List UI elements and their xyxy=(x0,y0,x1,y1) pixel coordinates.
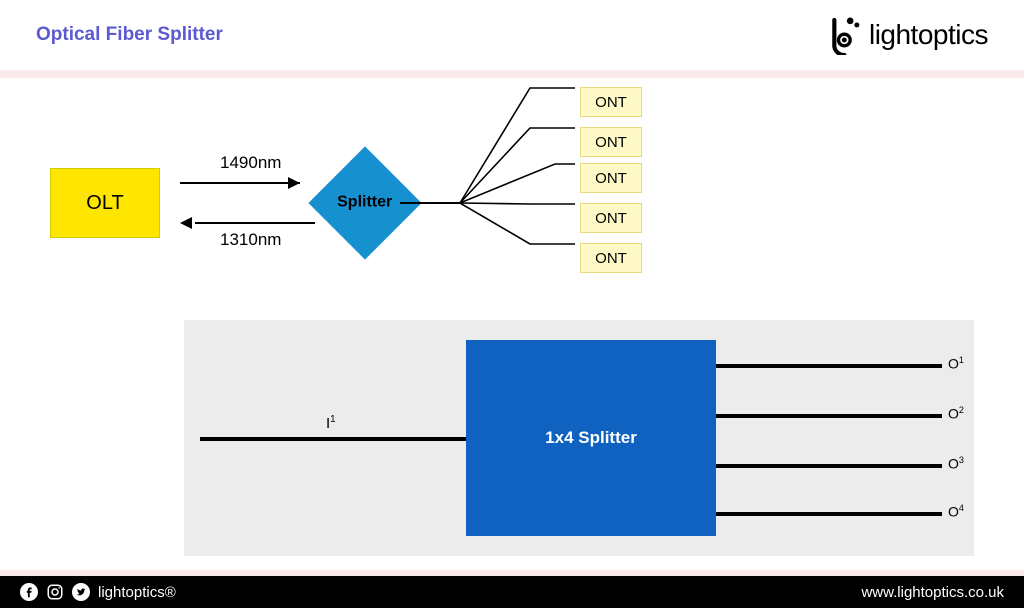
upstream-arrow-icon xyxy=(180,216,315,230)
content-area: OLT 1490nm 1310nm Splitter ONT ONT ONT ONT O… xyxy=(0,78,1024,568)
downstream-arrow-icon xyxy=(180,176,315,190)
pon-splitter-diagram: OLT 1490nm 1310nm Splitter ONTONTONTONTO… xyxy=(40,98,680,308)
input-port-label: I1 xyxy=(326,414,336,432)
facebook-icon[interactable] xyxy=(20,583,38,601)
ont-node: ONT xyxy=(580,243,642,273)
splitter-node-label: Splitter xyxy=(337,194,392,212)
output-port-label: O3 xyxy=(948,455,964,472)
downstream-wavelength-label: 1490nm xyxy=(220,153,281,173)
output-fiber-line xyxy=(716,464,942,468)
header-divider xyxy=(0,70,1024,78)
brand-logo: lightoptics xyxy=(829,15,988,55)
footer-url[interactable]: www.lightoptics.co.uk xyxy=(861,584,1004,601)
output-fiber-line xyxy=(716,414,942,418)
output-port-label: O4 xyxy=(948,503,964,520)
ont-node: ONT xyxy=(580,203,642,233)
twitter-icon[interactable] xyxy=(72,583,90,601)
splitter-fanout-lines xyxy=(400,163,580,243)
input-fiber-line xyxy=(200,437,466,441)
brand-logo-text: lightoptics xyxy=(869,19,988,51)
header: Optical Fiber Splitter lightoptics xyxy=(0,0,1024,70)
social-group: lightoptics® xyxy=(20,583,176,601)
ont-node: ONT xyxy=(580,127,642,157)
output-port-label: O2 xyxy=(948,405,964,422)
olt-node: OLT xyxy=(50,168,160,238)
splitter-block: 1x4 Splitter xyxy=(466,340,716,536)
footer-handle: lightoptics® xyxy=(98,584,176,601)
output-fiber-line xyxy=(716,512,942,516)
ont-node: ONT xyxy=(580,87,642,117)
footer: lightoptics® www.lightoptics.co.uk xyxy=(0,576,1024,608)
page-title: Optical Fiber Splitter xyxy=(36,24,223,46)
output-port-label: O1 xyxy=(948,355,964,372)
ont-node: ONT xyxy=(580,163,642,193)
brand-logo-icon xyxy=(829,15,863,55)
block-splitter-diagram: I1 1x4 Splitter O1 O2 O3 O4 xyxy=(184,320,974,556)
output-fiber-line xyxy=(716,364,942,368)
upstream-wavelength-label: 1310nm xyxy=(220,230,281,250)
instagram-icon[interactable] xyxy=(46,583,64,601)
